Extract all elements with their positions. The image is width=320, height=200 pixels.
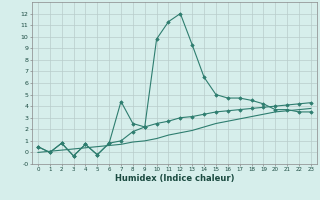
X-axis label: Humidex (Indice chaleur): Humidex (Indice chaleur) [115, 174, 234, 183]
